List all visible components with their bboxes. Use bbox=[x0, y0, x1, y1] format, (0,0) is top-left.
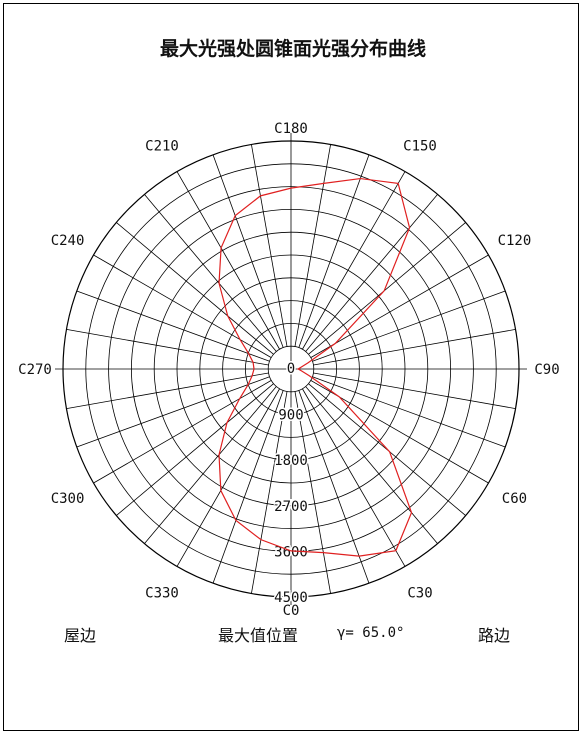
grid-spoke bbox=[298, 390, 370, 584]
grid-spoke bbox=[310, 254, 489, 358]
grid-spoke bbox=[76, 376, 270, 448]
grid-spoke bbox=[313, 329, 516, 366]
angle-label: C120 bbox=[498, 233, 532, 249]
grid-spoke bbox=[93, 254, 272, 358]
radial-tick-label: 900 bbox=[278, 408, 303, 424]
footer-right-label: 路边 bbox=[478, 626, 511, 645]
grid-spoke bbox=[312, 376, 506, 448]
angle-label: C30 bbox=[407, 585, 432, 601]
grid-spoke bbox=[302, 388, 406, 567]
grid-spoke bbox=[313, 372, 516, 409]
grid-spoke bbox=[116, 383, 274, 516]
angle-label: C240 bbox=[51, 233, 85, 249]
angle-label: C60 bbox=[502, 491, 527, 507]
grid-spoke bbox=[251, 144, 288, 347]
angle-label: C90 bbox=[534, 362, 559, 378]
grid-spoke bbox=[144, 386, 277, 544]
grid-spoke bbox=[176, 388, 280, 567]
series-curve bbox=[218, 177, 413, 557]
grid-spoke bbox=[93, 380, 272, 484]
gamma-readout: γ= 65.0° bbox=[337, 625, 405, 641]
grid-spoke bbox=[294, 144, 331, 347]
radial-tick-label: 4500 bbox=[274, 590, 308, 606]
grid-spoke bbox=[144, 194, 277, 352]
grid-spoke bbox=[212, 154, 284, 348]
radial-tick-label: 0 bbox=[287, 361, 295, 377]
angle-label: C180 bbox=[274, 121, 308, 137]
angle-label: C300 bbox=[51, 491, 85, 507]
grid-spoke bbox=[66, 329, 269, 366]
grid-spoke bbox=[76, 290, 270, 362]
angle-labels: C0 C30 C60 C90 C120 C150 C180 C210 C240 C270 C300 C… bbox=[18, 121, 560, 619]
grid-spoke bbox=[116, 222, 274, 355]
grid-spoke bbox=[312, 290, 506, 362]
grid-spoke bbox=[305, 194, 438, 352]
grid-spoke bbox=[298, 154, 370, 348]
grid-spoke bbox=[66, 372, 269, 409]
footer-middle-label: 最大值位置 bbox=[218, 626, 299, 645]
angle-label: C270 bbox=[18, 362, 52, 378]
angle-label: C150 bbox=[403, 139, 437, 155]
grid-spoke bbox=[308, 222, 466, 355]
grid-spoke bbox=[212, 390, 284, 584]
radial-tick-label: 2700 bbox=[274, 499, 308, 515]
radial-tick-label: 1800 bbox=[274, 453, 308, 469]
angle-label: C210 bbox=[145, 139, 179, 155]
angle-label: C0 bbox=[283, 603, 300, 619]
chart-title: 最大光强处圆锥面光强分布曲线 bbox=[159, 38, 426, 60]
grid-spoke bbox=[305, 386, 438, 544]
grid-spoke bbox=[294, 391, 331, 594]
angle-label: C330 bbox=[145, 585, 179, 601]
polar-spokes bbox=[55, 133, 527, 605]
grid-spoke bbox=[251, 391, 288, 594]
grid-spoke bbox=[176, 171, 280, 350]
footer-left-label: 屋边 bbox=[64, 626, 97, 645]
grid-spoke bbox=[302, 171, 406, 350]
